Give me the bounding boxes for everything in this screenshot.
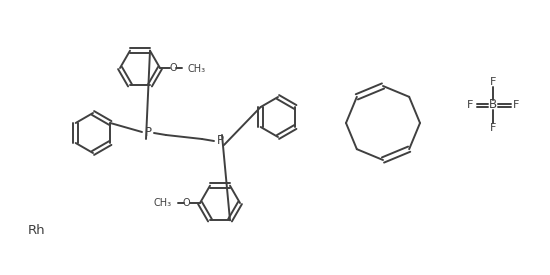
Text: F: F xyxy=(467,100,473,110)
Text: P: P xyxy=(145,126,151,139)
Text: F: F xyxy=(513,100,519,110)
Text: Rh: Rh xyxy=(28,224,46,238)
Text: O: O xyxy=(183,198,190,208)
Text: CH₃: CH₃ xyxy=(188,64,206,74)
Text: B: B xyxy=(489,98,497,111)
Text: O: O xyxy=(170,63,178,73)
Text: F: F xyxy=(490,123,496,133)
Text: CH₃: CH₃ xyxy=(154,198,172,208)
Text: F: F xyxy=(490,77,496,87)
Text: P: P xyxy=(217,134,223,147)
